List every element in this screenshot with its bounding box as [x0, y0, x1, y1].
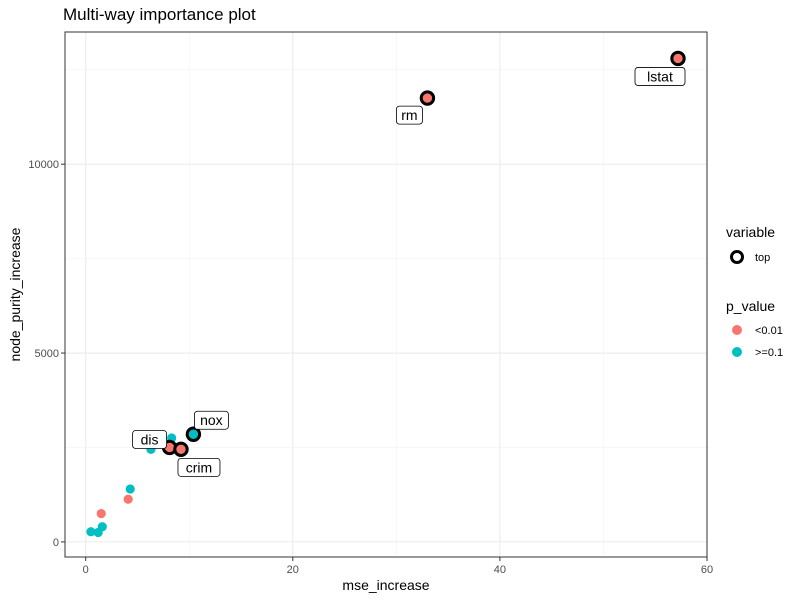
legend: variable top p_value <0.01 >=0.1 — [726, 224, 783, 359]
legend-variable-title: variable — [726, 224, 775, 240]
plot-panel: lstat rm nox dis crim — [64, 31, 708, 558]
data-point — [93, 527, 103, 538]
panel-background — [65, 32, 707, 557]
x-tick-label: 60 — [701, 564, 713, 576]
point-label-dis: dis — [132, 430, 167, 449]
legend-pvalue-title: p_value — [726, 298, 775, 314]
legend-pvalue-key-high — [732, 347, 742, 357]
legend-pvalue-label-low: <0.01 — [755, 325, 783, 337]
x-axis-title: mse_increase — [342, 577, 429, 593]
point-label-lstat: lstat — [634, 67, 686, 86]
data-point-top — [670, 50, 686, 67]
axes: 0 20 40 60 0 5000 10000 — [28, 159, 713, 576]
data-point-top — [173, 441, 189, 458]
data-point — [123, 494, 133, 504]
x-tick-label: 0 — [83, 564, 89, 576]
legend-pvalue-key-low — [732, 325, 742, 335]
data-point — [86, 527, 96, 537]
data-point-top — [419, 90, 436, 106]
x-tick-label: 20 — [287, 564, 299, 576]
point-label-crim: crim — [177, 457, 221, 477]
point-label-rm: rm — [396, 105, 423, 125]
point-label-text: nox — [200, 412, 223, 428]
point-label-text: crim — [186, 459, 212, 475]
y-tick-label: 10000 — [28, 159, 59, 171]
y-axis-title: node_purity_increase — [7, 227, 23, 361]
chart-title: Multi-way importance plot — [63, 5, 256, 24]
y-tick-label: 0 — [53, 537, 59, 549]
legend-pvalue-label-high: >=0.1 — [755, 347, 783, 359]
point-label-text: lstat — [647, 68, 673, 84]
point-label-text: rm — [401, 107, 417, 123]
point-label-box — [193, 410, 229, 430]
data-point — [96, 508, 106, 519]
point-label-box — [396, 105, 423, 125]
point-label-box — [177, 457, 221, 477]
legend-top-label: top — [755, 252, 770, 264]
data-point — [125, 484, 135, 494]
panel-border — [64, 31, 708, 558]
point-label-box — [634, 67, 686, 86]
legend-top-key — [730, 250, 744, 264]
y-tick-label: 5000 — [35, 348, 59, 360]
point-label-text: dis — [141, 431, 159, 447]
data-point-top — [185, 426, 202, 442]
point-label-box — [132, 430, 167, 449]
x-tick-label: 40 — [494, 564, 506, 576]
point-label-nox: nox — [193, 410, 229, 430]
